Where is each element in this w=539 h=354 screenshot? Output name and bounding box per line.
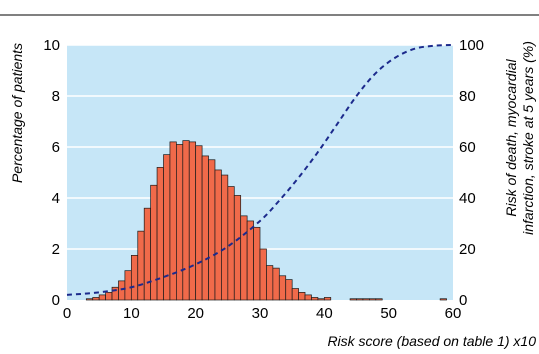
histogram-bar-18: [201, 155, 209, 301]
y2-tick-label-3: 60: [459, 139, 476, 156]
y-tick-label-4: 8: [52, 88, 60, 105]
histogram-bar-12: [163, 154, 171, 301]
x-tick-label-0: 0: [63, 305, 71, 322]
histogram-bar-7: [130, 255, 139, 301]
x-tick-label-4: 40: [316, 305, 333, 322]
y-tick-label-3: 6: [52, 139, 60, 156]
histogram-bar-8: [137, 230, 145, 301]
x-tick-label-5: 50: [380, 305, 397, 322]
x-tick-label-2: 20: [187, 305, 204, 322]
histogram-bar-3: [105, 292, 113, 301]
histogram-bar-19: [208, 159, 216, 301]
histogram-bar-37: [323, 297, 332, 301]
histogram-bar-30: [278, 275, 287, 301]
histogram-bar-2: [98, 294, 106, 301]
histogram-bar-23: [233, 195, 242, 301]
y2-tick-label-4: 80: [459, 88, 476, 105]
y-tick-label-2: 4: [52, 190, 60, 207]
y2-axis-title-line1: Risk of death, myocardial: [503, 59, 519, 217]
y-tick-label-5: 10: [43, 37, 60, 54]
y-tick-label-0: 0: [52, 292, 60, 309]
y-axis-title: Percentage of patients: [9, 43, 25, 183]
histogram-bar-29: [272, 267, 280, 301]
histogram-bar-1: [92, 297, 100, 301]
histogram-bar-21: [221, 174, 229, 301]
histogram-bar-38: [349, 298, 357, 301]
histogram-bar-14: [176, 144, 184, 301]
x-axis-title: Risk score (based on table 1) x10: [327, 333, 536, 349]
y2-tick-label-0: 0: [459, 292, 467, 309]
histogram-bar-13: [169, 141, 177, 301]
histogram-bar-42: [375, 298, 383, 301]
y2-tick-label-2: 40: [459, 190, 476, 207]
histogram-bar-26: [253, 226, 261, 301]
histogram-bar-34: [304, 294, 312, 301]
histogram-bar-20: [214, 169, 222, 301]
histogram-bar-28: [266, 265, 274, 301]
histogram-bar-0: [85, 298, 94, 301]
y-tick-label-1: 2: [52, 241, 60, 258]
histogram-bar-36: [317, 298, 325, 301]
x-tick-label-1: 10: [123, 305, 140, 322]
y2-tick-label-5: 100: [459, 37, 484, 54]
x-tick-labels: 0 10 20 30 40 50 60: [63, 305, 462, 322]
histogram-bar-17: [195, 145, 203, 301]
histogram-bar-33: [298, 292, 306, 301]
histogram-bar-16: [188, 141, 197, 301]
histogram-bar-4: [111, 286, 119, 301]
y2-axis-title-line2: infarction, stroke at 5 years (%): [520, 41, 536, 235]
histogram-bar-25: [246, 220, 254, 301]
histogram-bar-6: [124, 270, 132, 301]
histogram-bar-43: [439, 298, 447, 301]
histogram-bar-39: [356, 298, 364, 301]
histogram-bar-40: [362, 298, 370, 301]
histogram-bar-41: [369, 298, 377, 301]
y-left-tick-labels: 0 2 4 6 8 10: [43, 37, 60, 309]
histogram-bar-5: [118, 280, 126, 301]
y-right-tick-labels: 0 20 40 60 80 100: [459, 37, 484, 309]
histogram-bar-24: [240, 215, 248, 301]
histogram-bar-9: [143, 207, 151, 301]
histogram-bar-15: [182, 140, 190, 301]
histogram-bar-10: [150, 184, 158, 301]
histogram-bar-27: [259, 248, 267, 301]
histogram-bar-35: [311, 297, 319, 301]
x-tick-label-3: 30: [252, 305, 269, 322]
histogram-bar-31: [285, 279, 293, 301]
histogram-bar-11: [156, 167, 164, 301]
y2-tick-label-1: 20: [459, 241, 476, 258]
x-tick-label-6: 60: [445, 305, 462, 322]
histogram-bar-32: [291, 288, 299, 301]
